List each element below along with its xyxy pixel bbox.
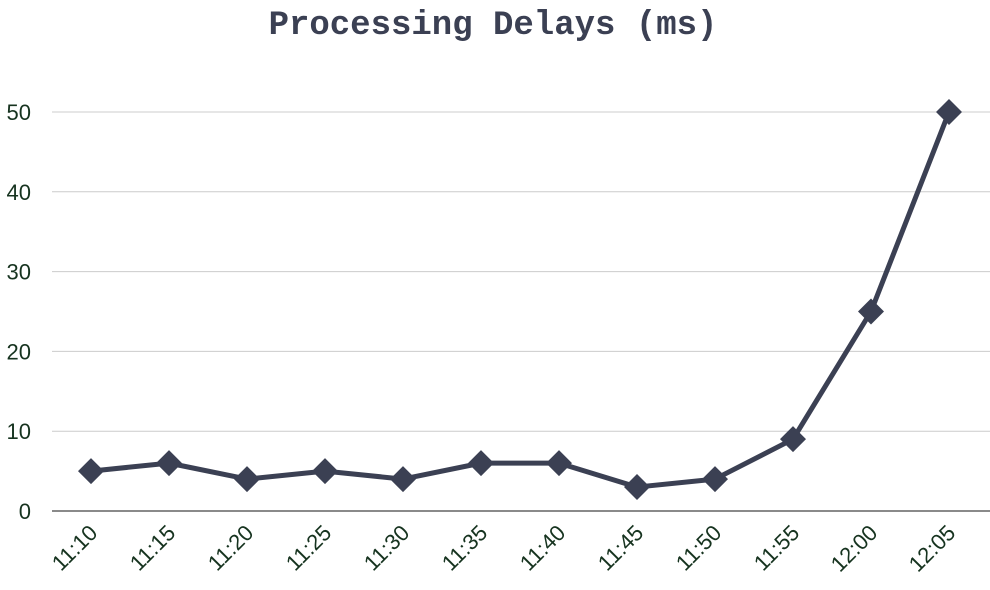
x-tick-label: 12:05 bbox=[904, 520, 961, 577]
x-tick-label: 11:30 bbox=[359, 520, 414, 575]
y-tick-label: 40 bbox=[7, 180, 31, 205]
gridlines bbox=[52, 111, 990, 432]
data-point-marker bbox=[936, 99, 962, 125]
x-tick-label: 12:00 bbox=[826, 520, 883, 577]
y-tick-label: 10 bbox=[7, 419, 31, 444]
x-tick-label: 11:25 bbox=[281, 520, 336, 575]
data-point-marker bbox=[78, 458, 104, 485]
x-tick-label: 11:40 bbox=[515, 520, 570, 575]
data-point-marker bbox=[702, 466, 728, 493]
y-tick-label: 30 bbox=[7, 260, 31, 285]
data-point-marker bbox=[312, 458, 338, 485]
chart-title: Processing Delays (ms) bbox=[269, 7, 718, 45]
x-tick-label: 11:35 bbox=[437, 520, 492, 575]
data-point-marker bbox=[468, 450, 494, 477]
x-tick-label: 11:20 bbox=[203, 520, 258, 575]
data-point-marker bbox=[780, 426, 806, 453]
x-axis-tick-labels: 11:10 11:15 11:20 11:25 11:30 11:35 11:40 11:45… bbox=[47, 520, 960, 577]
data-point-marker bbox=[546, 450, 572, 477]
series-line bbox=[88, 109, 952, 490]
x-tick-label: 11:50 bbox=[671, 520, 726, 575]
y-tick-label: 0 bbox=[19, 499, 31, 524]
data-point-marker bbox=[624, 474, 650, 501]
x-tick-label: 11:15 bbox=[125, 520, 180, 575]
data-point-marker bbox=[390, 466, 416, 493]
series-layer bbox=[78, 99, 962, 501]
x-tick-label: 11:10 bbox=[47, 520, 102, 575]
y-tick-label: 20 bbox=[7, 339, 31, 364]
data-point-marker bbox=[858, 298, 884, 325]
y-axis-tick-labels: 0 10 20 30 40 50 bbox=[7, 100, 31, 524]
data-point-marker bbox=[234, 466, 260, 493]
x-tick-label: 11:55 bbox=[749, 520, 804, 575]
data-point-marker bbox=[156, 450, 182, 477]
x-tick-label: 11:45 bbox=[593, 520, 648, 575]
y-tick-label: 50 bbox=[7, 100, 31, 125]
